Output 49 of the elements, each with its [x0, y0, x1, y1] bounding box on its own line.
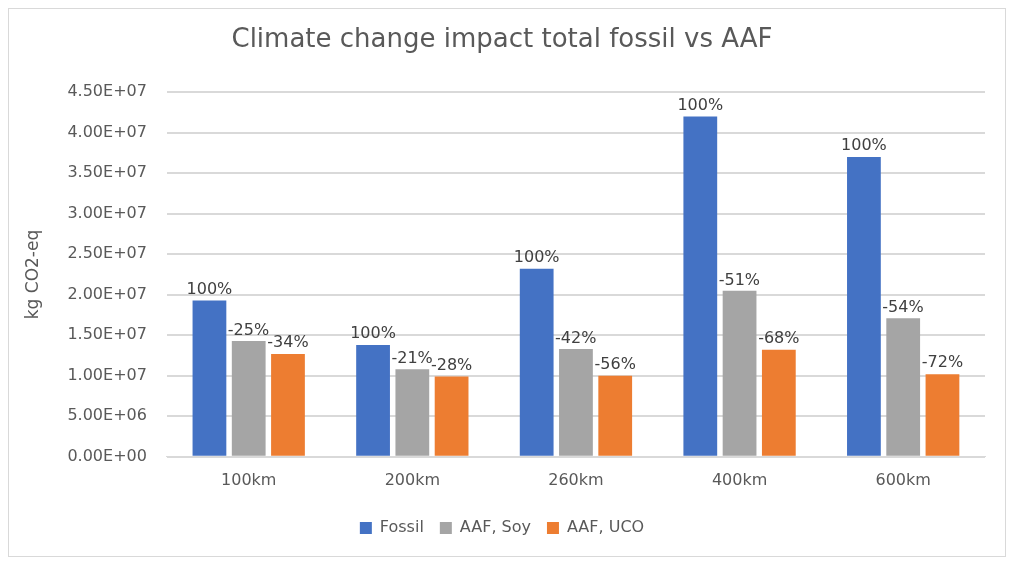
bar: [847, 157, 881, 456]
y-tick-label: 4.00E+07: [67, 121, 147, 141]
annotation: -21%: [391, 348, 433, 368]
annotation: 100%: [513, 246, 560, 266]
y-tick-label: 5.00E+06: [67, 405, 147, 425]
x-tick-label: 600km: [875, 469, 931, 489]
bar: [925, 374, 960, 456]
bar: [598, 375, 633, 456]
y-tick-label: 3.00E+07: [67, 202, 147, 222]
bar: [271, 353, 305, 456]
bar: [886, 318, 921, 456]
bar: [722, 290, 757, 456]
y-tick-label: 3.50E+07: [67, 162, 147, 182]
annotation: 100%: [186, 278, 233, 298]
bar: [761, 349, 796, 456]
annotation: 100%: [350, 323, 396, 343]
annotation: -54%: [882, 297, 924, 317]
bar: [395, 369, 430, 456]
y-axis-title: kg CO2-eq: [21, 229, 42, 320]
y-tick-label: 1.50E+07: [67, 324, 147, 344]
annotation: -28%: [430, 354, 473, 374]
bar: [519, 268, 554, 456]
bar: [683, 116, 718, 456]
y-tick-label: 2.50E+07: [67, 243, 147, 263]
y-tick-label: 2.00E+07: [67, 283, 147, 303]
x-tick-label: 260km: [548, 469, 604, 489]
annotation: -51%: [718, 269, 761, 289]
y-tick-label: 1.00E+07: [67, 364, 147, 384]
legend-label: AAF, Soy: [459, 517, 531, 537]
bar: [231, 340, 266, 456]
annotation: -68%: [758, 328, 800, 348]
annotation: -56%: [594, 353, 636, 373]
y-tick-label: 0.00E+00: [67, 445, 147, 465]
bar: [192, 300, 227, 456]
y-tick-label: 4.50E+07: [67, 81, 147, 101]
legend-label: AAF, UCO: [566, 517, 645, 537]
bar: [559, 349, 593, 456]
annotation: 100%: [677, 94, 724, 114]
x-tick-label: 100km: [221, 469, 277, 489]
annotation: -72%: [921, 352, 964, 372]
x-tick-label: 400km: [711, 469, 768, 489]
bar: [356, 344, 390, 456]
bar: [434, 376, 469, 456]
x-tick-label: 200km: [384, 469, 441, 489]
annotation: -42%: [555, 328, 597, 348]
legend-label: Fossil: [379, 517, 424, 537]
annotation: 100%: [841, 135, 887, 155]
chart-title: Climate change impact total fossil vs AAF: [231, 23, 773, 54]
annotation: -25%: [227, 320, 270, 340]
